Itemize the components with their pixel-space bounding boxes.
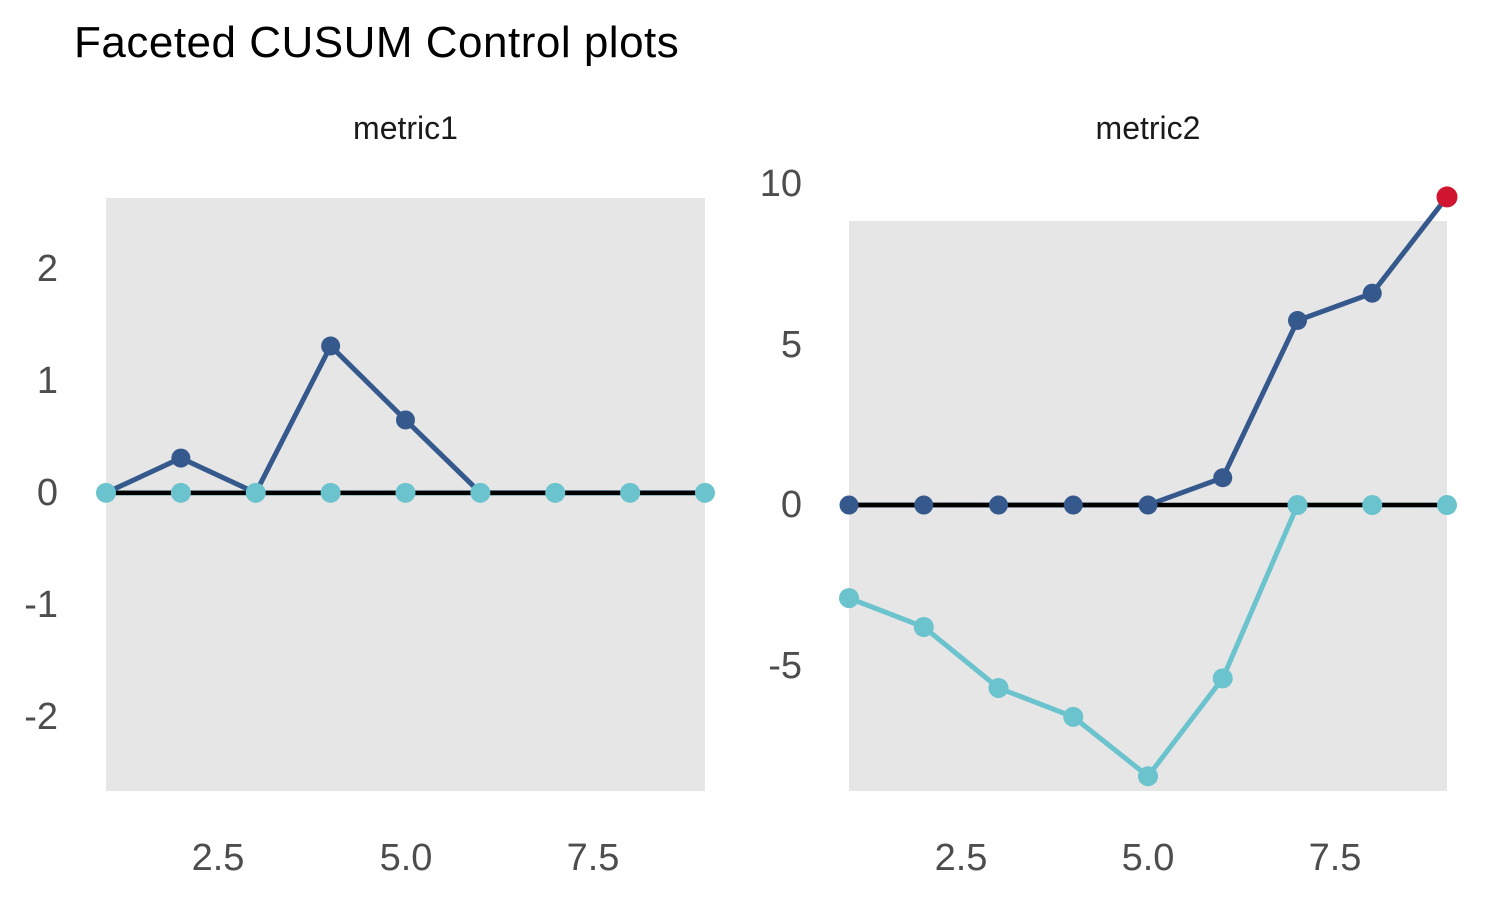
- x-tick-label: 5.0: [1121, 837, 1175, 879]
- data-point-lower: [1362, 495, 1383, 516]
- data-point-lower: [620, 482, 641, 503]
- x-tick-label: 2.5: [934, 837, 988, 879]
- data-point-lower: [320, 482, 341, 503]
- facet-title-metric2: metric2: [1095, 110, 1201, 146]
- y-tick-label: -1: [24, 584, 58, 626]
- plot-title: Faceted CUSUM Control plots: [74, 18, 680, 67]
- y-tick-label: 0: [36, 472, 58, 514]
- data-point-upper: [1138, 495, 1158, 515]
- y-tick-label: -2: [24, 696, 58, 738]
- data-point-lower: [988, 677, 1009, 698]
- x-tick-label: 7.5: [1308, 837, 1362, 879]
- violation-point: [1436, 186, 1458, 208]
- data-point-lower: [1287, 495, 1308, 516]
- data-point-lower: [1138, 766, 1158, 787]
- data-point-upper: [1063, 495, 1083, 515]
- data-point-lower: [1063, 706, 1084, 727]
- x-tick-label: 7.5: [566, 837, 620, 879]
- data-point-upper: [1288, 310, 1307, 330]
- data-point-lower: [96, 482, 116, 503]
- x-tick-label: 2.5: [191, 837, 245, 879]
- data-point-lower: [1212, 668, 1233, 689]
- data-point-upper: [989, 495, 1008, 515]
- data-point-lower: [545, 482, 566, 503]
- facet-title-metric1: metric1: [353, 110, 458, 146]
- y-tick-label: 10: [759, 163, 802, 205]
- x-tick-label: 5.0: [379, 837, 433, 879]
- data-point-upper: [839, 495, 859, 515]
- data-point-lower: [395, 482, 416, 503]
- data-point-upper: [321, 336, 341, 356]
- data-point-lower: [695, 482, 715, 503]
- data-point-lower: [245, 482, 266, 503]
- data-point-upper: [396, 410, 415, 430]
- data-point-lower: [170, 482, 191, 503]
- y-tick-label: 1: [36, 360, 58, 402]
- data-point-lower: [839, 588, 859, 609]
- y-tick-label: 2: [36, 248, 58, 290]
- y-tick-label: 0: [780, 484, 802, 526]
- data-point-upper: [914, 495, 934, 515]
- y-tick-label: 5: [780, 324, 802, 366]
- data-point-lower: [913, 616, 934, 637]
- data-point-lower: [1437, 495, 1457, 516]
- data-point-upper: [1362, 283, 1382, 303]
- data-point-upper: [1213, 468, 1233, 488]
- data-point-lower: [470, 482, 491, 503]
- data-point-upper: [171, 448, 191, 468]
- y-tick-label: -5: [768, 645, 802, 687]
